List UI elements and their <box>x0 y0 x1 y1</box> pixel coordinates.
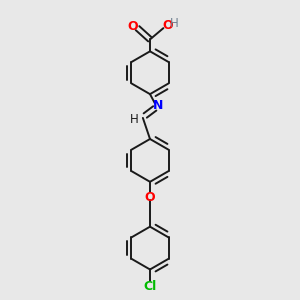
Text: N: N <box>153 99 164 112</box>
Text: O: O <box>127 20 138 33</box>
Text: H: H <box>130 113 139 126</box>
Text: Cl: Cl <box>143 280 157 292</box>
Text: O: O <box>145 191 155 204</box>
Text: O: O <box>163 19 173 32</box>
Text: H: H <box>170 17 179 30</box>
